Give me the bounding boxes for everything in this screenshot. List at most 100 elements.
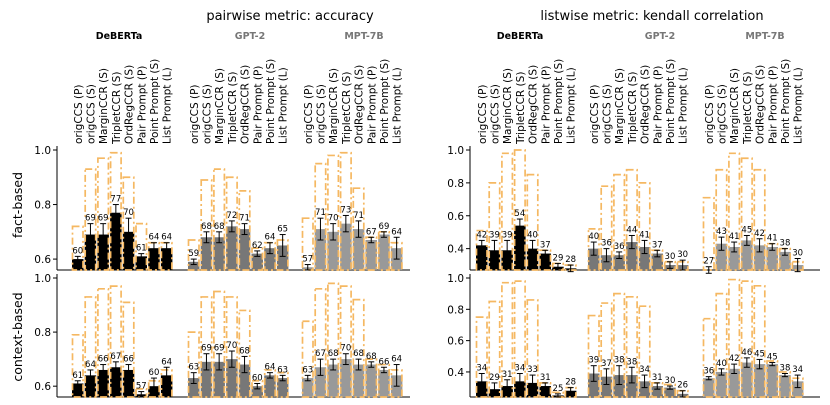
value-label: 38	[780, 364, 791, 374]
value-label: 40	[527, 230, 538, 240]
bar-outline	[71, 333, 84, 398]
y-tick-label: 0.4	[447, 244, 464, 256]
value-label: 64	[391, 355, 402, 365]
method-label: Pair Prompt (P)	[540, 66, 552, 144]
y-tick-label: 0.6	[34, 381, 51, 393]
bar-outline	[728, 278, 741, 398]
bar-outline	[84, 168, 97, 271]
value-label: 63	[277, 365, 288, 375]
bar	[327, 231, 339, 270]
method-label: TripletCCR (S)	[111, 72, 123, 145]
model-label-deberta-right: DeBERTa	[497, 31, 544, 42]
bar	[791, 381, 804, 397]
method-label: List Prompt (L)	[678, 67, 690, 144]
method-label: MarginCCR (S)	[214, 68, 226, 144]
value-label: 39	[502, 230, 513, 240]
y-tick-label: 1.0	[447, 273, 464, 285]
bar	[539, 386, 551, 397]
value-label: 36	[703, 367, 714, 377]
value-label: 31	[540, 373, 551, 383]
y-tick-label: 0.8	[34, 327, 51, 339]
bar-outline	[339, 285, 352, 398]
value-label: 64	[149, 233, 160, 243]
value-label: 69	[85, 214, 96, 224]
bar	[365, 240, 377, 270]
method-label: List Prompt (L)	[162, 67, 174, 144]
value-label: 77	[110, 195, 121, 205]
bar	[200, 361, 213, 397]
value-label: 67	[315, 349, 326, 359]
value-label: 67	[366, 227, 377, 237]
value-label: 70	[340, 344, 351, 354]
value-label: 38	[614, 356, 625, 366]
bar	[251, 253, 263, 270]
value-label: 69	[214, 344, 225, 354]
bar-outline	[753, 284, 766, 398]
bar	[779, 375, 791, 397]
bar	[626, 375, 638, 397]
bar	[340, 359, 352, 397]
bar-outline	[702, 317, 715, 398]
row-label-context-based: context-based	[10, 292, 25, 381]
bar-outline	[587, 314, 600, 398]
model-label-gpt2-left: GPT-2	[235, 31, 265, 42]
bar	[588, 248, 600, 270]
method-label: Pair Prompt (P)	[652, 66, 664, 144]
bar-outline	[135, 222, 148, 271]
value-label: 40	[716, 359, 727, 369]
value-label: 71	[315, 208, 326, 218]
value-label: 31	[502, 370, 513, 380]
method-label: TripletCCR (S)	[627, 72, 639, 145]
bar-outline	[187, 331, 200, 398]
method-label: OrdRegCCR (S)	[640, 65, 652, 144]
method-label: TripletCCR (S)	[341, 72, 353, 145]
y-tick-label: 1.0	[34, 273, 51, 285]
bar	[651, 253, 663, 270]
bar	[276, 245, 289, 270]
method-label: List Prompt (L)	[793, 67, 805, 144]
method-label: origCCS (P)	[704, 84, 716, 144]
value-label: 40	[588, 232, 599, 242]
bar-outline	[122, 301, 135, 398]
bar	[84, 234, 97, 270]
bar-outline	[109, 151, 122, 271]
bar	[476, 245, 488, 270]
value-label: 73	[340, 205, 351, 215]
value-label: 27	[703, 257, 714, 267]
value-label: 59	[188, 249, 199, 259]
value-label: 37	[652, 240, 663, 250]
bar	[753, 245, 766, 270]
bar-outline	[301, 217, 314, 271]
method-label: Pair Prompt (P)	[252, 66, 264, 144]
bar-outline	[587, 228, 600, 271]
bar	[741, 362, 753, 397]
value-label: 54	[514, 209, 525, 219]
bar	[213, 237, 225, 270]
method-label: Point Prompt (S)	[149, 59, 161, 144]
value-label: 29	[553, 253, 564, 263]
value-label: 66	[123, 355, 134, 365]
bar	[741, 240, 753, 270]
row-label-fact-based: fact-based	[10, 172, 25, 238]
bar-outline	[702, 196, 715, 271]
bar-outline	[339, 151, 352, 271]
bar	[302, 378, 314, 397]
bar-outline	[135, 388, 148, 398]
bar	[766, 364, 778, 397]
bar	[600, 255, 613, 270]
bar	[728, 246, 740, 270]
bar	[613, 255, 625, 270]
bar-outline	[187, 239, 200, 271]
bar-outline	[71, 225, 84, 271]
value-label: 36	[601, 239, 612, 249]
value-label: 34	[514, 364, 525, 374]
value-label: 64	[161, 357, 172, 367]
bar-outline	[327, 154, 340, 271]
bar	[766, 246, 778, 270]
y-tick-label: 0.6	[447, 336, 464, 348]
method-label: origCCS (P)	[189, 84, 201, 144]
bar-outline	[251, 379, 264, 398]
bar	[352, 229, 365, 270]
